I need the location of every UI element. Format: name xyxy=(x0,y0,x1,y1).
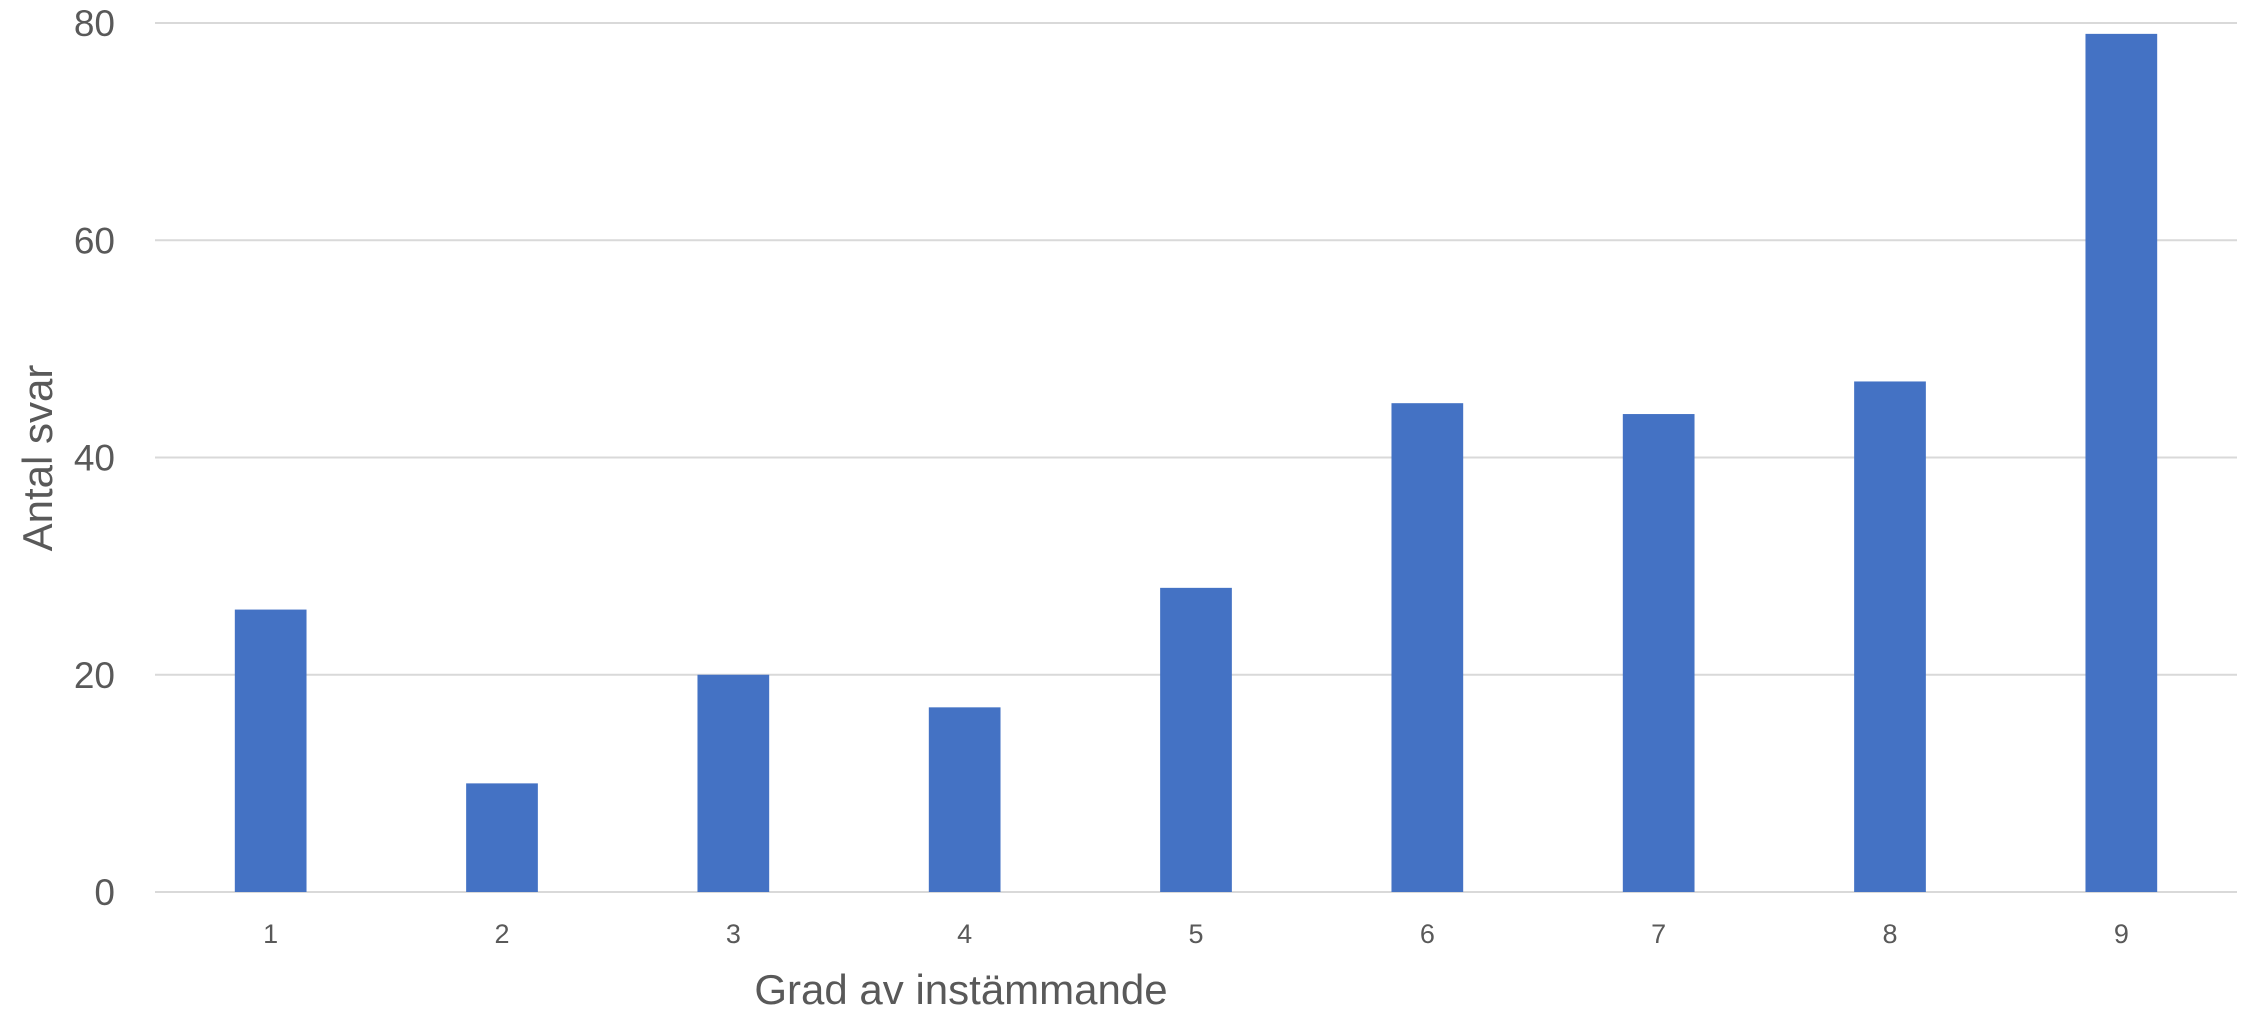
y-tick-label: 40 xyxy=(74,438,115,479)
x-tick-label: 9 xyxy=(2114,919,2129,949)
bar-3 xyxy=(697,674,770,892)
x-tick-label: 7 xyxy=(1651,919,1666,949)
x-axis-ticks: 1 2 3 4 5 6 7 8 9 xyxy=(263,919,2129,949)
y-axis-title: Antal svar xyxy=(14,365,61,552)
bars xyxy=(234,33,2158,893)
x-tick-label: 6 xyxy=(1420,919,1435,949)
bar-1 xyxy=(234,609,307,892)
bar-2 xyxy=(466,783,538,892)
y-tick-label: 80 xyxy=(74,3,115,44)
bar-7 xyxy=(1622,414,1695,892)
bar-4 xyxy=(928,707,1001,892)
x-tick-label: 1 xyxy=(263,919,278,949)
bar-9 xyxy=(2085,33,2158,893)
x-axis-title: Grad av instämmande xyxy=(754,966,1167,1013)
x-tick-label: 8 xyxy=(1882,919,1897,949)
bar-8 xyxy=(1854,381,1926,892)
y-tick-label: 20 xyxy=(74,655,115,696)
bar-6 xyxy=(1391,403,1464,892)
y-axis-ticks: 0 20 40 60 80 xyxy=(74,3,115,913)
y-tick-label: 60 xyxy=(74,220,115,261)
x-tick-label: 2 xyxy=(494,919,509,949)
y-tick-label: 0 xyxy=(94,872,115,913)
x-tick-label: 4 xyxy=(957,919,972,949)
x-tick-label: 5 xyxy=(1188,919,1203,949)
bar-5 xyxy=(1160,587,1232,892)
x-tick-label: 3 xyxy=(726,919,741,949)
